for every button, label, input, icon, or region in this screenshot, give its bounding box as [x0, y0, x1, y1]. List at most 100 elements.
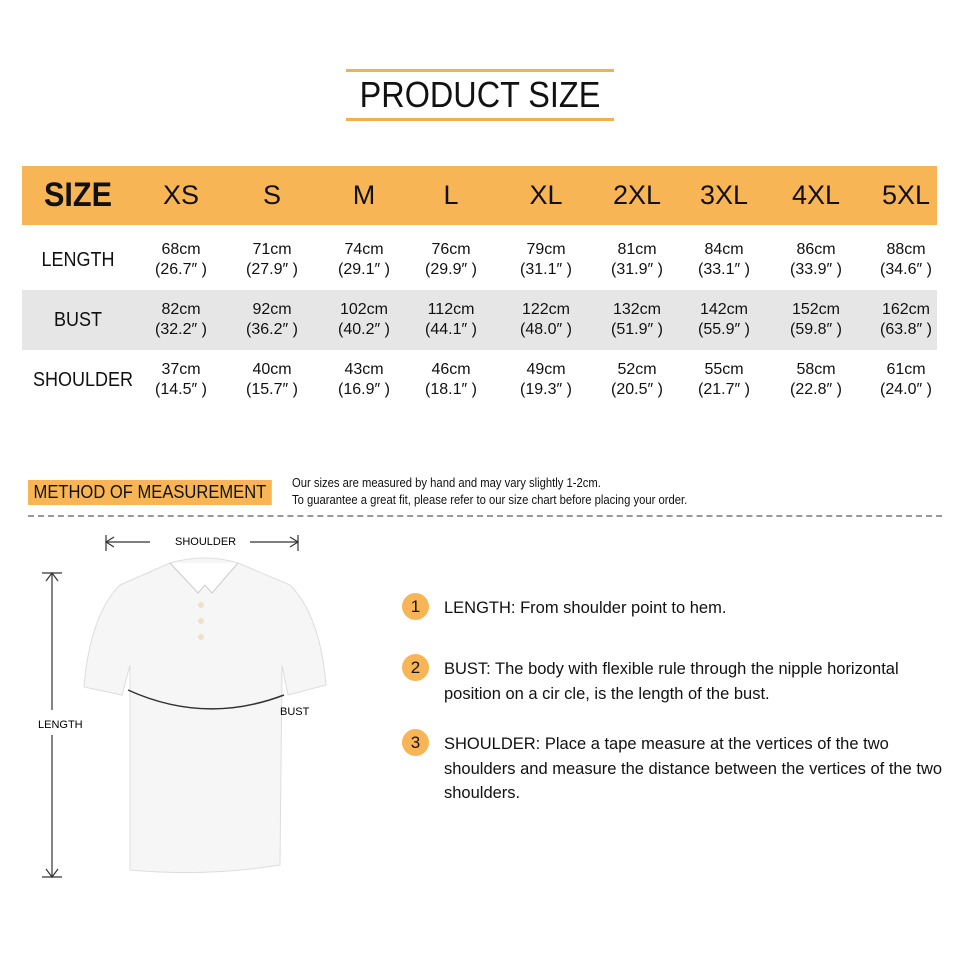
- table-cell: 46cm (18.1″ ): [401, 350, 501, 410]
- table-cell: 84cm (33.1″ ): [674, 230, 774, 290]
- cm-value: 112cm: [427, 301, 475, 318]
- table-cell: 112cm (44.1″ ): [401, 290, 501, 350]
- inch-value: (63.8″ ): [880, 321, 932, 338]
- inch-value: (55.9″ ): [698, 321, 750, 338]
- cm-value: 132cm: [612, 301, 662, 318]
- size-table: SIZE XS S M L XL 2XL 3XL 4XL 5XL LENGTH 68cm (26.7″ …: [22, 166, 937, 410]
- table-cell: 88cm (34.6″ ): [856, 230, 956, 290]
- table-cell: 55cm (21.7″ ): [674, 350, 774, 410]
- table-cell: 68cm (26.7″ ): [131, 230, 231, 290]
- header-size-5xl: 5XL: [881, 180, 931, 210]
- inch-value: (44.1″ ): [425, 321, 477, 338]
- table-cell: 102cm (40.2″ ): [314, 290, 414, 350]
- inch-value: (26.7″ ): [155, 261, 207, 278]
- inch-value: (36.2″ ): [246, 321, 298, 338]
- inch-value: (21.7″ ): [698, 381, 750, 398]
- instruction-text: SHOULDER: Place a tape measure at the ve…: [444, 735, 943, 802]
- cm-value: 152cm: [791, 301, 841, 318]
- shoulder-label: SHOULDER: [175, 536, 236, 548]
- header-size-3xl: 3XL: [699, 180, 749, 210]
- method-heading: METHOD OF MEASUREMENT: [28, 480, 272, 505]
- inch-value: (19.3″ ): [520, 381, 572, 398]
- table-cell: 43cm (16.9″ ): [314, 350, 414, 410]
- cm-value: 162cm: [881, 301, 931, 318]
- header-size-2xl: 2XL: [612, 180, 662, 210]
- inch-value: (15.7″ ): [246, 381, 298, 398]
- table-cell: 37cm (14.5″ ): [131, 350, 231, 410]
- header-size-xl: XL: [529, 180, 563, 210]
- step-number: 2: [402, 654, 429, 681]
- inch-value: (33.9″ ): [790, 261, 842, 278]
- header-size-s: S: [262, 180, 281, 210]
- inch-value: (31.1″ ): [520, 261, 572, 278]
- inch-value: (22.8″ ): [790, 381, 842, 398]
- length-label: LENGTH: [38, 719, 83, 731]
- cm-value: 68cm: [161, 241, 201, 258]
- cm-value: 86cm: [796, 241, 836, 258]
- table-cell: 40cm (15.7″ ): [222, 350, 322, 410]
- row-label: SHOULDER: [33, 368, 134, 391]
- table-cell: 76cm (29.9″ ): [401, 230, 501, 290]
- table-cell: 82cm (32.2″ ): [131, 290, 231, 350]
- table-cell: 49cm (19.3″ ): [496, 350, 596, 410]
- cm-value: 49cm: [526, 361, 566, 378]
- instruction-text: BUST: The body with flexible rule throug…: [444, 660, 899, 703]
- header-size-m: M: [352, 180, 376, 210]
- cm-value: 46cm: [431, 361, 471, 378]
- cm-value: 102cm: [339, 301, 389, 318]
- inch-value: (14.5″ ): [155, 381, 207, 398]
- inch-value: (29.1″ ): [338, 261, 390, 278]
- table-row-length: LENGTH 68cm (26.7″ ) 71cm (27.9″ ) 74cm (29.1″…: [22, 230, 937, 290]
- step-number: 1: [402, 593, 429, 620]
- cm-value: 82cm: [161, 301, 201, 318]
- row-label: LENGTH: [41, 248, 115, 271]
- row-label: BUST: [53, 308, 103, 331]
- cm-value: 40cm: [252, 361, 292, 378]
- table-cell: 122cm (48.0″ ): [496, 290, 596, 350]
- instruction-length: 1 LENGTH: From shoulder point to hem.: [402, 593, 944, 621]
- table-row-bust: BUST 82cm (32.2″ ) 92cm (36.2″ ) 102cm (40.2″ …: [22, 290, 937, 350]
- table-cell: 162cm (63.8″ ): [856, 290, 956, 350]
- inch-value: (31.9″ ): [611, 261, 663, 278]
- cm-value: 71cm: [252, 241, 292, 258]
- cm-value: 84cm: [704, 241, 744, 258]
- table-cell: 81cm (31.9″ ): [587, 230, 687, 290]
- cm-value: 74cm: [344, 241, 384, 258]
- inch-value: (27.9″ ): [246, 261, 298, 278]
- inch-value: (51.9″ ): [611, 321, 663, 338]
- header-size-l: L: [443, 180, 459, 210]
- table-cell: 92cm (36.2″ ): [222, 290, 322, 350]
- cm-value: 43cm: [344, 361, 384, 378]
- inch-value: (16.9″ ): [338, 381, 390, 398]
- cm-value: 37cm: [161, 361, 201, 378]
- table-cell: 152cm (59.8″ ): [766, 290, 866, 350]
- bust-label: BUST: [280, 706, 310, 718]
- table-cell: 86cm (33.9″ ): [766, 230, 866, 290]
- table-cell: 79cm (31.1″ ): [496, 230, 596, 290]
- cm-value: 122cm: [521, 301, 571, 318]
- cm-value: 61cm: [886, 361, 926, 378]
- cm-value: 52cm: [617, 361, 657, 378]
- inch-value: (33.1″ ): [698, 261, 750, 278]
- cm-value: 88cm: [886, 241, 926, 258]
- table-cell: 52cm (20.5″ ): [587, 350, 687, 410]
- header-size-xs: XS: [162, 180, 200, 210]
- table-row-shoulder: SHOULDER 37cm (14.5″ ) 40cm (15.7″ ) 43cm (16.…: [22, 350, 937, 410]
- inch-value: (18.1″ ): [425, 381, 477, 398]
- cm-value: 81cm: [617, 241, 657, 258]
- inch-value: (20.5″ ): [611, 381, 663, 398]
- table-cell: 142cm (55.9″ ): [674, 290, 774, 350]
- inch-value: (48.0″ ): [520, 321, 572, 338]
- inch-value: (29.9″ ): [425, 261, 477, 278]
- table-cell: 71cm (27.9″ ): [222, 230, 322, 290]
- cm-value: 142cm: [699, 301, 749, 318]
- cm-value: 92cm: [252, 301, 292, 318]
- shirt-diagram: SHOULDER LENGTH BUST: [38, 535, 327, 878]
- instruction-text: LENGTH: From shoulder point to hem.: [444, 599, 727, 617]
- inch-value: (59.8″ ): [790, 321, 842, 338]
- instruction-bust: 2 BUST: The body with flexible rule throu…: [402, 654, 944, 706]
- table-cell: 132cm (51.9″ ): [587, 290, 687, 350]
- note-line-1: Our sizes are measured by hand and may v…: [292, 476, 601, 490]
- inch-value: (40.2″ ): [338, 321, 390, 338]
- cm-value: 79cm: [526, 241, 566, 258]
